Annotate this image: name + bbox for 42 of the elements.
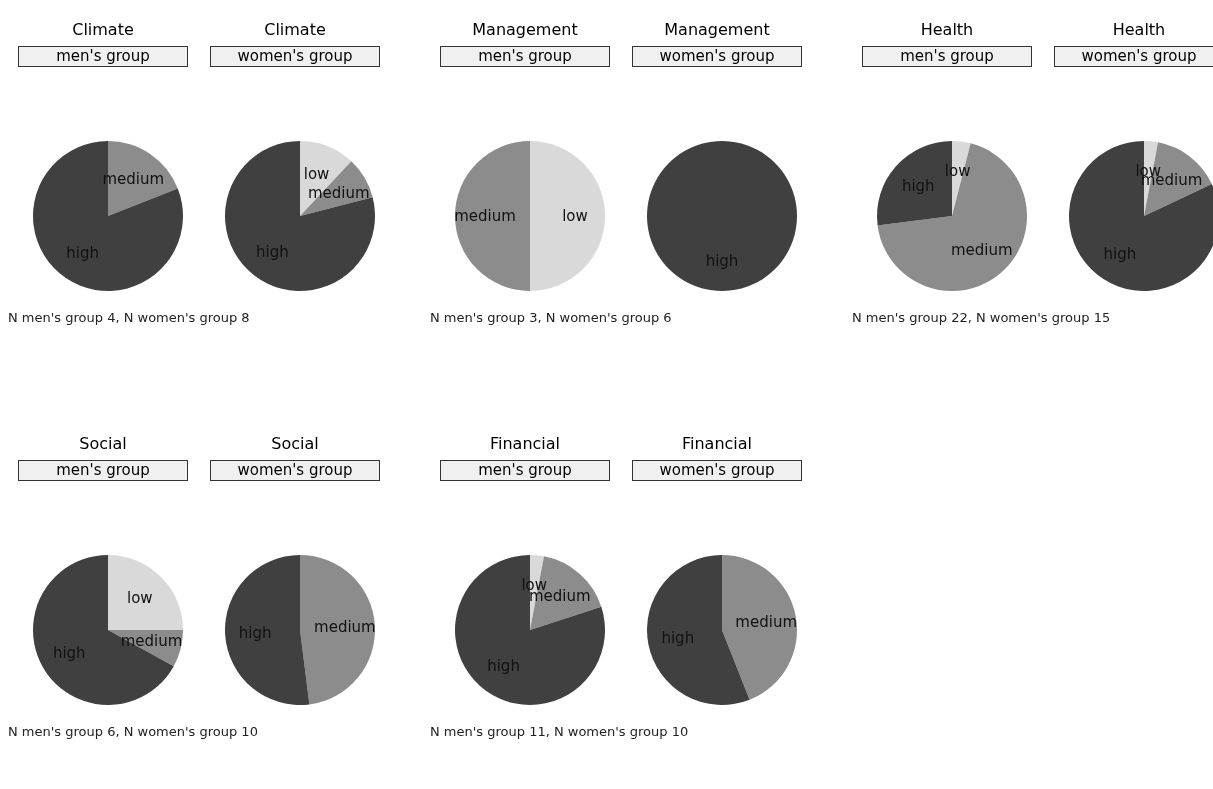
text: N men's group 6, N women's group 10 <box>8 724 258 739</box>
text: N men's group 3, N women's group 6 <box>430 310 672 325</box>
text: N men's group 11, N women's group 10 <box>430 724 689 739</box>
pie-slice <box>300 555 375 705</box>
pie-slice <box>108 555 183 630</box>
chart-subtitle: women's group <box>210 46 380 67</box>
chart-subtitle: women's group <box>1054 46 1213 67</box>
pie-slice <box>722 555 797 700</box>
pie-slice <box>225 141 375 291</box>
chart-subtitle: women's group <box>632 460 802 481</box>
pie-slice <box>877 143 1027 291</box>
slice-label: low <box>562 207 588 225</box>
chart-title: Financial <box>680 434 754 453</box>
chart-title: Management <box>471 20 579 39</box>
chart-title: Climate <box>263 20 327 39</box>
pie-slice <box>530 141 605 291</box>
slice-label: low <box>127 589 153 608</box>
slice-label: medium <box>314 618 376 637</box>
slice-label: medium <box>454 207 516 225</box>
chart-title: Climate <box>71 20 135 39</box>
chart-title: Management <box>663 20 771 39</box>
pie-slice <box>33 141 183 291</box>
slice-label: low <box>303 165 330 184</box>
chart-title: Financial <box>488 434 562 453</box>
chart-title: Social <box>78 434 128 453</box>
chart-subtitle: men's group <box>862 46 1032 67</box>
chart-subtitle: men's group <box>18 46 188 67</box>
chart-subtitle: women's group <box>632 46 802 67</box>
chart-title: Social <box>270 434 320 453</box>
text: N men's group 22, N women's group 15 <box>852 310 1111 325</box>
chart-subtitle: men's group <box>18 460 188 481</box>
chart-title: Health <box>919 20 975 39</box>
slice-label: medium <box>735 612 798 631</box>
chart-subtitle: women's group <box>210 460 380 481</box>
chart-subtitle: men's group <box>440 460 610 481</box>
pie-slice <box>455 555 605 705</box>
chart-title: Health <box>1111 20 1167 39</box>
chart-subtitle: men's group <box>440 46 610 67</box>
pie-slice <box>455 141 530 291</box>
slice-label: medium <box>950 240 1013 259</box>
text: N men's group 4, N women's group 8 <box>8 310 250 325</box>
pie-slice <box>225 555 310 705</box>
